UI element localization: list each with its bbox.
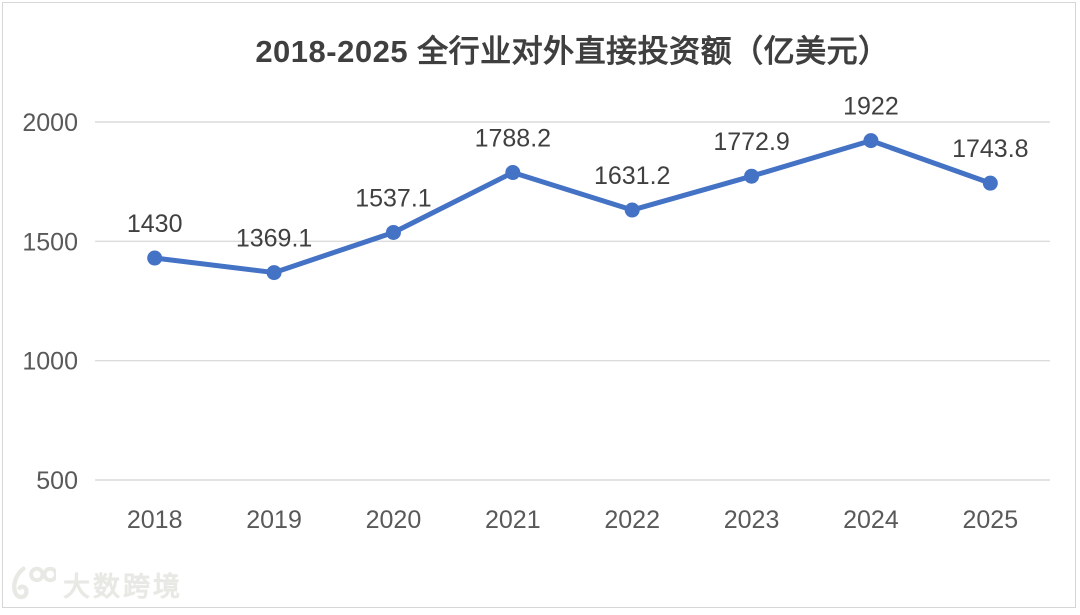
data-point-marker bbox=[624, 202, 640, 218]
data-point-label: 1631.2 bbox=[594, 162, 670, 190]
data-point-marker bbox=[982, 175, 998, 191]
data-point-label: 1922 bbox=[843, 93, 899, 121]
watermark-brand-text: 大数跨境 bbox=[63, 571, 183, 602]
x-axis-tick-label: 2023 bbox=[724, 506, 780, 534]
data-point-marker bbox=[266, 265, 282, 281]
data-point-label: 1788.2 bbox=[475, 125, 551, 153]
data-point-label: 1430 bbox=[127, 210, 183, 238]
data-point-marker bbox=[385, 224, 401, 240]
watermark: 大数跨境 bbox=[10, 564, 183, 604]
x-axis-tick-label: 2021 bbox=[485, 506, 541, 534]
x-axis-tick-label: 2022 bbox=[604, 506, 660, 534]
x-axis-tick-label: 2020 bbox=[366, 506, 422, 534]
x-axis-tick-label: 2018 bbox=[127, 506, 183, 534]
data-point-label: 1743.8 bbox=[952, 135, 1028, 163]
y-axis-tick-label: 500 bbox=[36, 467, 78, 495]
y-axis-tick-label: 1000 bbox=[22, 348, 78, 376]
data-point-label: 1772.9 bbox=[713, 128, 789, 156]
x-axis-tick-label: 2024 bbox=[843, 506, 899, 534]
data-point-marker bbox=[505, 165, 521, 181]
data-point-marker bbox=[147, 250, 163, 266]
dashukuajing-logo-icon bbox=[12, 566, 56, 600]
y-axis-tick-label: 2000 bbox=[22, 109, 78, 137]
data-point-label: 1537.1 bbox=[355, 184, 431, 212]
x-axis-tick-label: 2025 bbox=[963, 506, 1019, 534]
data-point-marker bbox=[863, 133, 879, 149]
y-axis-tick-label: 1500 bbox=[22, 228, 78, 256]
data-point-marker bbox=[744, 168, 760, 184]
chart-title: 2018-2025 全行业对外直接投资额（亿美元） bbox=[255, 34, 890, 69]
series-line bbox=[152, 138, 993, 276]
data-point-label: 1369.1 bbox=[236, 225, 312, 253]
x-axis-tick-label: 2019 bbox=[246, 506, 302, 534]
